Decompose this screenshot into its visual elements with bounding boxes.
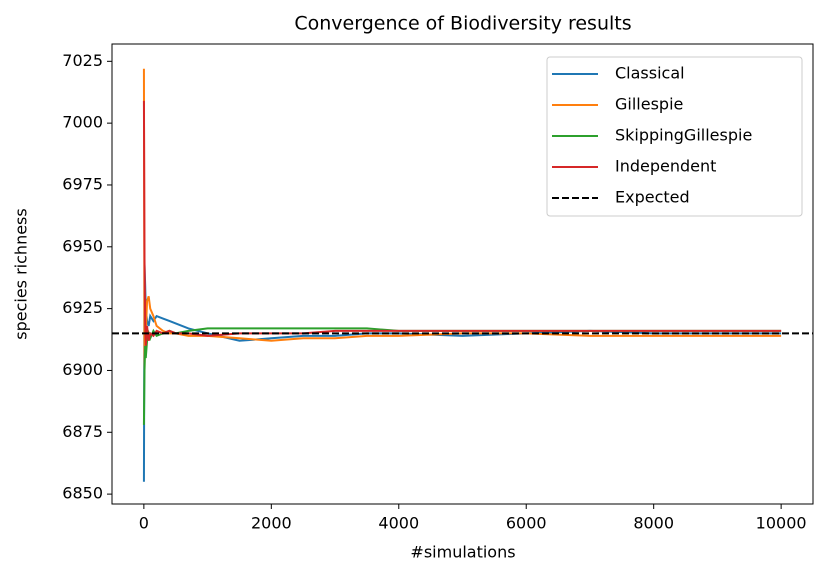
x-axis-label: #simulations <box>410 543 515 562</box>
legend-label: Expected <box>615 188 690 207</box>
x-tick-label: 0 <box>139 514 149 533</box>
chart-title: Convergence of Biodiversity results <box>294 13 631 35</box>
y-tick-label: 6950 <box>62 236 103 255</box>
y-tick-label: 7025 <box>62 51 103 70</box>
y-tick-label: 6925 <box>62 298 103 317</box>
legend-label: Classical <box>615 64 685 83</box>
y-tick-label: 6875 <box>62 422 103 441</box>
y-axis-label: species richness <box>12 208 31 339</box>
legend-label: Independent <box>615 157 716 176</box>
legend-label: Gillespie <box>615 95 683 114</box>
series-line <box>142 327 782 425</box>
series-line <box>142 100 782 346</box>
x-tick-label: 2000 <box>251 514 292 533</box>
legend-box <box>546 56 803 217</box>
plot-frame <box>111 43 814 505</box>
y-tick-label: 6900 <box>62 360 103 379</box>
series-line <box>142 264 782 482</box>
x-tick-label: 6000 <box>506 514 547 533</box>
y-tick-label: 6975 <box>62 174 103 193</box>
x-tick-label: 8000 <box>633 514 674 533</box>
legend-label: SkippingGillespie <box>615 126 752 145</box>
y-tick-label: 7000 <box>62 113 103 132</box>
x-tick-label: 4000 <box>378 514 419 533</box>
x-tick-label: 10000 <box>756 514 807 533</box>
y-tick-label: 6850 <box>62 484 103 503</box>
